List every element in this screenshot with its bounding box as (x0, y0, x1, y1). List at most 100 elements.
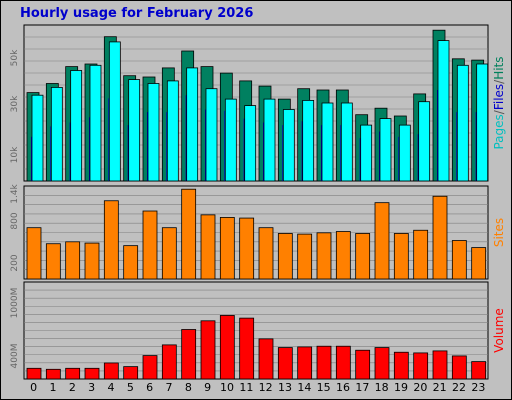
sites-bar (335, 231, 351, 280)
y-axis-label: Volume (492, 308, 506, 353)
sites-bar (123, 245, 139, 280)
pages-bar (321, 102, 334, 182)
volume-bar (277, 347, 293, 380)
sites-bar (161, 227, 177, 280)
sites-bar (65, 241, 81, 280)
volume-bar (103, 362, 119, 380)
pages-bar (476, 63, 489, 182)
y-tick-label: 800 (10, 212, 20, 229)
x-tick-label: 2 (69, 381, 76, 394)
pages-bar (360, 124, 373, 182)
chart-title: Hourly usage for February 2026 (20, 6, 254, 21)
volume-bar (432, 350, 448, 380)
sites-bar (355, 233, 371, 280)
x-tick-label: 0 (30, 381, 37, 394)
y-axis-label-part: Volume (492, 308, 506, 353)
pages-bar (186, 67, 199, 182)
volume-bar (239, 317, 255, 380)
sites-bar (103, 200, 119, 280)
panel-1: 200 800 1.4k Sites (10, 183, 506, 280)
pages-bar (70, 70, 83, 182)
y-tick-label: 10k (10, 146, 20, 163)
sites-bar (200, 214, 216, 280)
y-axis-label: Pages/Files/Hits (492, 56, 506, 149)
pages-bar (224, 98, 237, 182)
x-tick-label: 21 (433, 381, 447, 394)
x-tick-label: 16 (336, 381, 350, 394)
pages-bar (263, 98, 276, 182)
volume-bar (374, 347, 390, 380)
pages-bar (128, 79, 141, 182)
x-tick-label: 7 (166, 381, 173, 394)
x-tick-label: 23 (471, 381, 485, 394)
x-tick-label: 14 (297, 381, 311, 394)
volume-bar (471, 361, 487, 380)
y-tick-label: 30k (10, 95, 20, 112)
volume-bar (451, 355, 467, 380)
x-tick-label: 19 (394, 381, 408, 394)
y-tick-label: 1.4k (10, 183, 20, 203)
volume-bar (181, 329, 197, 380)
y-axis-label-part: Sites (492, 218, 506, 247)
pages-bar (340, 102, 353, 182)
volume-bar (355, 349, 371, 380)
sites-bar (277, 233, 293, 280)
pages-bar (205, 88, 218, 182)
pages-bar (147, 83, 160, 182)
sites-bar (471, 247, 487, 280)
pages-bar (166, 80, 179, 182)
volume-bar (393, 351, 409, 380)
pages-bar (302, 100, 315, 182)
y-axis-label: Sites (492, 218, 506, 247)
pages-bar (437, 40, 450, 182)
x-tick-label: 12 (259, 381, 273, 394)
volume-bar (45, 368, 61, 380)
sites-bar (219, 217, 235, 280)
volume-bar (258, 338, 274, 380)
volume-bar (161, 344, 177, 380)
volume-bar (65, 367, 81, 380)
volume-bar (200, 320, 216, 380)
x-tick-label: 11 (239, 381, 253, 394)
pages-bar (456, 64, 469, 182)
pages-bar (282, 109, 295, 182)
volume-bar (335, 345, 351, 380)
sites-bar (142, 210, 158, 280)
sites-bar (181, 188, 197, 280)
pages-bar (50, 87, 63, 182)
panel-2: 400M 1000M Volume (10, 281, 506, 380)
volume-bar (219, 315, 235, 380)
y-tick-label: 50k (10, 49, 20, 66)
x-tick-label: 5 (127, 381, 134, 394)
y-axis-label-part: Pages (492, 114, 506, 149)
pages-bar (108, 41, 121, 182)
y-axis-label-part: Files (492, 84, 506, 110)
pages-bar (31, 94, 44, 182)
volume-bar (316, 345, 332, 380)
sites-bar (84, 242, 100, 280)
sites-bar (374, 202, 390, 280)
x-tick-label: 13 (278, 381, 292, 394)
x-tick-label: 6 (146, 381, 153, 394)
sites-bar (26, 227, 42, 280)
x-tick-label: 17 (355, 381, 369, 394)
volume-bar (142, 355, 158, 380)
pages-bar (379, 118, 392, 182)
sites-bar (45, 243, 61, 280)
sites-bar (316, 232, 332, 280)
pages-bar (418, 101, 431, 182)
sites-bar (297, 233, 313, 280)
sites-bar (413, 229, 429, 280)
volume-bar (413, 352, 429, 380)
x-tick-label: 9 (204, 381, 211, 394)
sites-bar (432, 195, 448, 280)
x-tick-label: 18 (375, 381, 389, 394)
x-tick-label: 10 (220, 381, 234, 394)
volume-bar (84, 367, 100, 380)
y-tick-label: 1000M (10, 288, 20, 319)
y-axis-label-part: / (492, 79, 506, 84)
y-tick-label: 200 (10, 254, 20, 271)
sites-bar (239, 217, 255, 280)
